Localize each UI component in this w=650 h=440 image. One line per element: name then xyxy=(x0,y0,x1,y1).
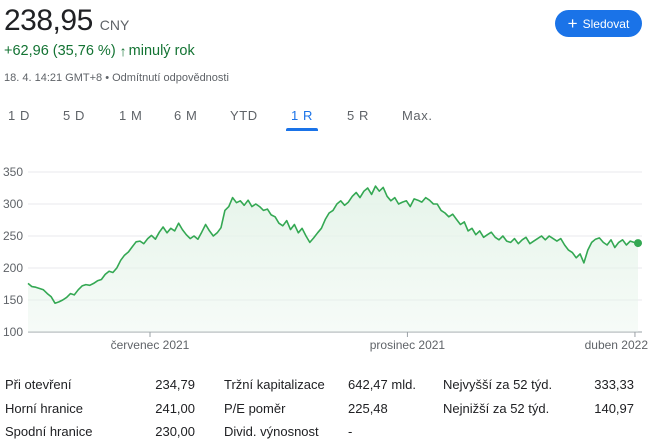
tab-max[interactable]: Max. xyxy=(402,108,433,123)
stat-low-label: Spodní hranice xyxy=(5,424,93,439)
current-price: 238,95 xyxy=(4,4,93,37)
stat-low-value: 230,00 xyxy=(155,424,195,439)
last-point-marker xyxy=(634,239,642,248)
price-change: +62,96 (35,76 %) ↑ minulý rok xyxy=(4,43,195,59)
plus-icon: + xyxy=(567,13,578,33)
stat-52w-low-value: 140,97 xyxy=(594,401,634,416)
tab-5d[interactable]: 5 D xyxy=(63,108,86,123)
stat-52w-high-value: 333,33 xyxy=(594,377,634,392)
stat-52w-low-label: Nejnižší za 52 týd. xyxy=(443,401,550,416)
follow-button-label: Sledovat xyxy=(582,16,630,31)
stat-open-label: Při otevření xyxy=(5,377,72,392)
tab-1r[interactable]: 1 R xyxy=(291,108,314,123)
range-tabs: 1 D 5 D 1 M 6 M YTD 1 R 5 R Max. xyxy=(0,100,650,134)
tab-1m[interactable]: 1 M xyxy=(119,108,143,123)
stat-marketcap-value: 642,47 mld. xyxy=(348,377,416,392)
active-tab-indicator xyxy=(286,128,318,131)
y-tick-label: 350 xyxy=(3,165,23,179)
stat-open-value: 234,79 xyxy=(155,377,195,392)
series-line xyxy=(27,185,639,304)
stat-52w-high-label: Nejvyšší za 52 týd. xyxy=(443,377,553,392)
disclaimer-link[interactable]: Odmítnutí odpovědnosti xyxy=(112,72,229,84)
stat-dividend-label: Divid. výnosnost xyxy=(224,424,319,439)
x-tick-label: prosinec 2021 xyxy=(370,338,446,352)
y-tick-label: 150 xyxy=(3,293,23,307)
stat-high-value: 241,00 xyxy=(155,401,195,416)
key-stats: Při otevření 234,79 Horní hranice 241,00… xyxy=(0,372,650,440)
stat-pe-label: P/E poměr xyxy=(224,401,286,416)
y-tick-label: 300 xyxy=(3,197,23,211)
currency-code: CNY xyxy=(99,17,130,33)
tab-ytd[interactable]: YTD xyxy=(230,108,258,123)
meta-separator: • xyxy=(105,72,110,84)
stat-marketcap-label: Tržní kapitalizace xyxy=(224,377,325,392)
tab-6m[interactable]: 6 M xyxy=(174,108,198,123)
stat-high-label: Horní hranice xyxy=(5,401,84,416)
tab-1d[interactable]: 1 D xyxy=(8,108,31,123)
tab-5r[interactable]: 5 R xyxy=(347,108,370,123)
x-tick-label: duben 2022 xyxy=(585,338,649,352)
y-tick-label: 200 xyxy=(3,261,23,275)
y-tick-label: 100 xyxy=(3,325,23,339)
follow-button[interactable]: + Sledovat xyxy=(555,10,642,37)
x-tick-label: červenec 2021 xyxy=(111,338,190,352)
stat-dividend-value: - xyxy=(348,424,353,439)
quote-timestamp: 18. 4. 14:21 GMT+8 xyxy=(4,72,103,84)
stat-pe-value: 225,48 xyxy=(348,401,388,416)
price-chart[interactable]: 350 300 250 200 150 100 červenec 2021 prosinec … xyxy=(0,150,650,360)
series-area xyxy=(28,186,638,332)
arrow-up-icon: ↑ xyxy=(119,43,127,59)
y-tick-label: 250 xyxy=(3,229,23,243)
quote-meta: 18. 4. 14:21 GMT+8 • Odmítnutí odpovědno… xyxy=(4,72,229,84)
change-period: minulý rok xyxy=(128,43,195,59)
price-header: 238,95 CNY xyxy=(4,4,129,38)
change-value: +62,96 (35,76 %) xyxy=(4,43,116,59)
